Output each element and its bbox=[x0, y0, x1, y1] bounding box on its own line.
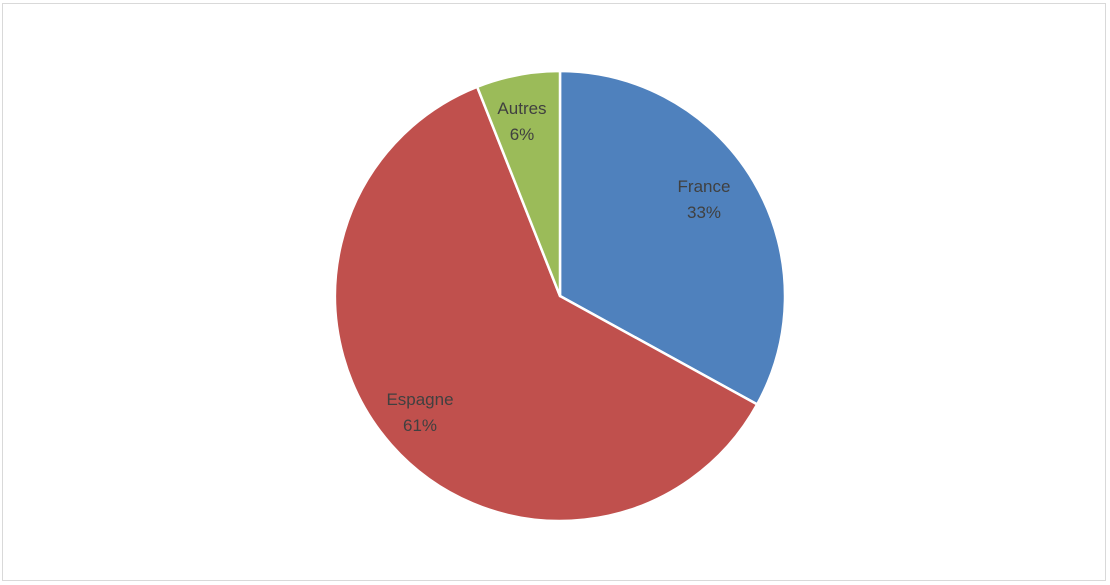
slice-label-pct-autres: 6% bbox=[510, 125, 535, 144]
slice-label-pct-espagne: 61% bbox=[403, 416, 437, 435]
slice-label-pct-france: 33% bbox=[687, 203, 721, 222]
pie-slice-france bbox=[558, 69, 787, 406]
pie-slice-autres bbox=[475, 69, 562, 298]
slice-label-name-espagne: Espagne bbox=[386, 390, 453, 409]
pie-slice-espagne bbox=[333, 85, 759, 523]
slice-label-name-autres: Autres bbox=[497, 99, 546, 118]
slice-label-name-france: France bbox=[678, 177, 731, 196]
